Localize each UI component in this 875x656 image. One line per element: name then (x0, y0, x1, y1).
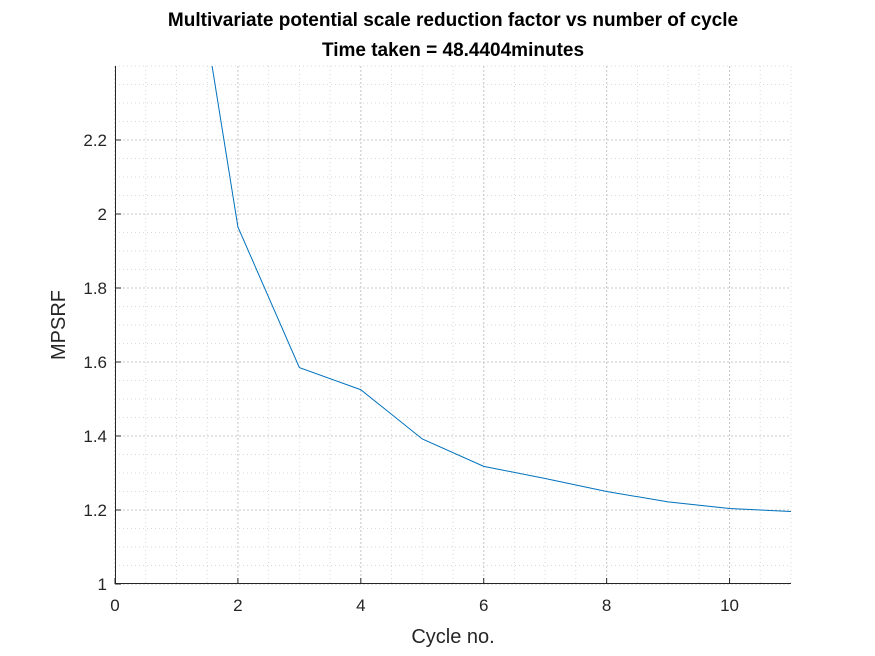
chart-title: Multivariate potential scale reduction f… (168, 10, 738, 31)
y-tick-label: 2.2 (83, 131, 107, 150)
y-tick-label: 1.4 (83, 427, 107, 446)
chart-subtitle: Time taken = 48.4404minutes (322, 40, 584, 61)
x-tick-label: 0 (110, 596, 119, 615)
x-tick-label: 6 (479, 596, 488, 615)
x-axis-label: Cycle no. (411, 626, 494, 648)
y-tick-label: 1 (98, 575, 107, 594)
y-tick-label: 1.2 (83, 501, 107, 520)
x-tick-label: 2 (233, 596, 242, 615)
x-tick-label: 4 (356, 596, 365, 615)
series-line (211, 66, 791, 512)
y-axis-label: MPSRF (48, 290, 70, 360)
y-tick-label: 1.8 (83, 279, 107, 298)
y-ticks: 1 1.2 1.4 1.6 1.8 2 2.2 (83, 131, 121, 594)
x-ticks: 0 2 4 6 8 10 (110, 578, 739, 615)
x-tick-label: 8 (602, 596, 611, 615)
y-tick-label: 1.6 (83, 353, 107, 372)
x-tick-label: 10 (720, 596, 739, 615)
y-tick-label: 2 (98, 205, 107, 224)
series-layer (211, 66, 791, 512)
